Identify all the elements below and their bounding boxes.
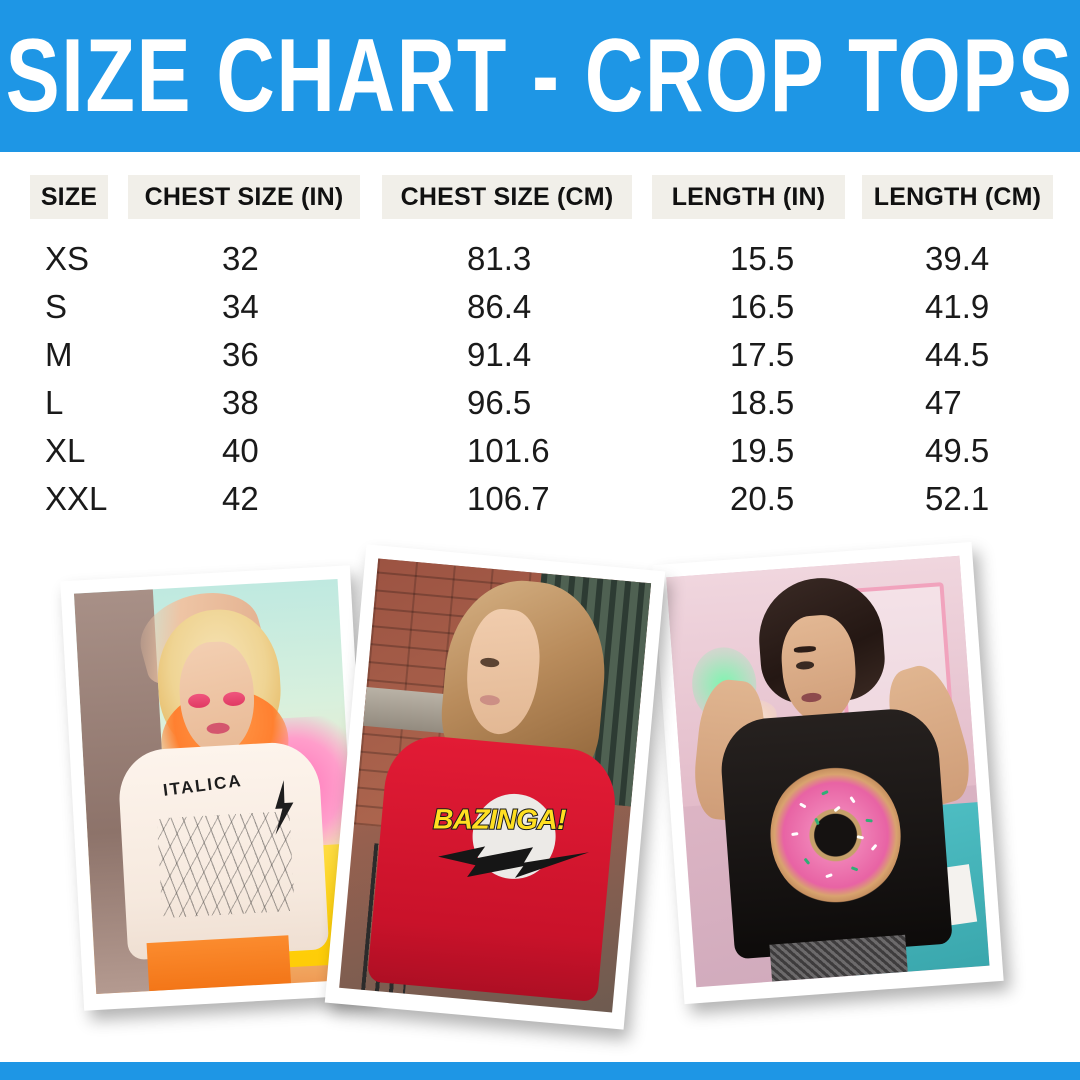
donut-graphic <box>765 761 906 909</box>
cell-length-in: 19.5 <box>730 432 795 469</box>
donut-sprinkle <box>825 873 833 879</box>
cell-size: M <box>45 336 73 373</box>
donut-sprinkle <box>803 857 811 865</box>
cell-chest-in: 40 <box>222 432 259 469</box>
crop-top-print-text: BAZINGA! <box>432 803 567 836</box>
cell-length-in: 16.5 <box>730 288 795 325</box>
cell-length-cm: 49.5 <box>925 432 990 469</box>
cell-length-cm: 39.4 <box>925 240 990 277</box>
cell-length-in: 18.5 <box>730 384 795 421</box>
cell-length-cm: 52.1 <box>925 480 990 517</box>
size-chart-table: SIZE CHEST SIZE (IN) CHEST SIZE (CM) LEN… <box>0 175 1080 523</box>
cell-length-cm: 44.5 <box>925 336 990 373</box>
photo-image-bazinga: BAZINGA! <box>339 558 652 1013</box>
crop-top-garment: BAZINGA! <box>367 732 620 1003</box>
table-row: XXL 42 106.7 20.5 52.1 <box>0 475 1080 523</box>
crop-top-garment <box>718 705 953 960</box>
cell-chest-cm: 81.3 <box>467 240 532 277</box>
cell-chest-in: 42 <box>222 480 259 517</box>
cell-chest-in: 36 <box>222 336 259 373</box>
donut-sprinkle <box>856 835 864 840</box>
column-header-chest-cm: CHEST SIZE (CM) <box>382 175 632 219</box>
donut-sprinkle <box>799 802 807 809</box>
model-lips <box>206 722 231 735</box>
model-eye <box>480 656 500 668</box>
cell-length-in: 15.5 <box>730 240 795 277</box>
column-header-length-in: LENGTH (IN) <box>652 175 845 219</box>
cell-chest-cm: 86.4 <box>467 288 532 325</box>
photo-donut-crop-top <box>652 541 1004 1005</box>
crop-top-garment: ITALICA <box>117 740 330 961</box>
cell-chest-cm: 96.5 <box>467 384 532 421</box>
table-row: XL 40 101.6 19.5 49.5 <box>0 427 1080 475</box>
cell-size: S <box>45 288 68 325</box>
model-eye-left <box>187 692 211 709</box>
donut-sprinkle <box>790 832 799 837</box>
model-orange-skirt <box>146 935 292 992</box>
table-row: XS 32 81.3 15.5 39.4 <box>0 235 1080 283</box>
cell-length-in: 20.5 <box>730 480 795 517</box>
donut-sprinkle <box>865 818 873 823</box>
donut-sprinkle <box>848 795 856 804</box>
donut-sprinkle <box>821 790 830 796</box>
page-title: SIZE CHART - CROP TOPS <box>6 18 1074 134</box>
model-lips <box>801 692 822 703</box>
cell-chest-cm: 101.6 <box>467 432 550 469</box>
model-lips <box>479 694 501 707</box>
cell-size: L <box>45 384 64 421</box>
donut-sprinkle <box>814 817 820 826</box>
cell-chest-cm: 91.4 <box>467 336 532 373</box>
cell-size: XL <box>45 432 86 469</box>
cell-chest-in: 34 <box>222 288 259 325</box>
cell-chest-cm: 106.7 <box>467 480 550 517</box>
model-eye-right <box>222 690 246 707</box>
column-header-chest-in: CHEST SIZE (IN) <box>128 175 360 219</box>
footer-strip <box>0 1062 1080 1080</box>
table-header-row: SIZE CHEST SIZE (IN) CHEST SIZE (CM) LEN… <box>0 175 1080 219</box>
cell-length-cm: 41.9 <box>925 288 990 325</box>
photo-bazinga-crop-top: BAZINGA! <box>324 544 666 1030</box>
band-line-art-graphic <box>157 811 295 919</box>
header-banner: SIZE CHART - CROP TOPS <box>0 0 1080 152</box>
donut-sprinkle <box>850 865 859 872</box>
photo-italica-crop-top: ITALICA <box>60 565 374 1011</box>
photo-image-italica: ITALICA <box>73 578 360 995</box>
model-eyebrow <box>793 645 817 653</box>
model-eye <box>796 660 815 670</box>
donut-sprinkle <box>870 844 878 852</box>
table-row: M 36 91.4 17.5 44.5 <box>0 331 1080 379</box>
cell-chest-in: 32 <box>222 240 259 277</box>
cell-length-cm: 47 <box>925 384 962 421</box>
cell-chest-in: 38 <box>222 384 259 421</box>
table-body: XS 32 81.3 15.5 39.4 S 34 86.4 16.5 41.9… <box>0 235 1080 523</box>
cell-length-in: 17.5 <box>730 336 795 373</box>
donut-sprinkle <box>833 805 841 813</box>
cell-size: XXL <box>45 480 108 517</box>
table-row: L 38 96.5 18.5 47 <box>0 379 1080 427</box>
column-header-size: SIZE <box>30 175 108 219</box>
photo-image-donut <box>666 555 990 988</box>
table-row: S 34 86.4 16.5 41.9 <box>0 283 1080 331</box>
photo-collage: ITALICA BAZINGA! <box>0 541 1080 1045</box>
cell-size: XS <box>45 240 90 277</box>
column-header-length-cm: LENGTH (CM) <box>862 175 1053 219</box>
